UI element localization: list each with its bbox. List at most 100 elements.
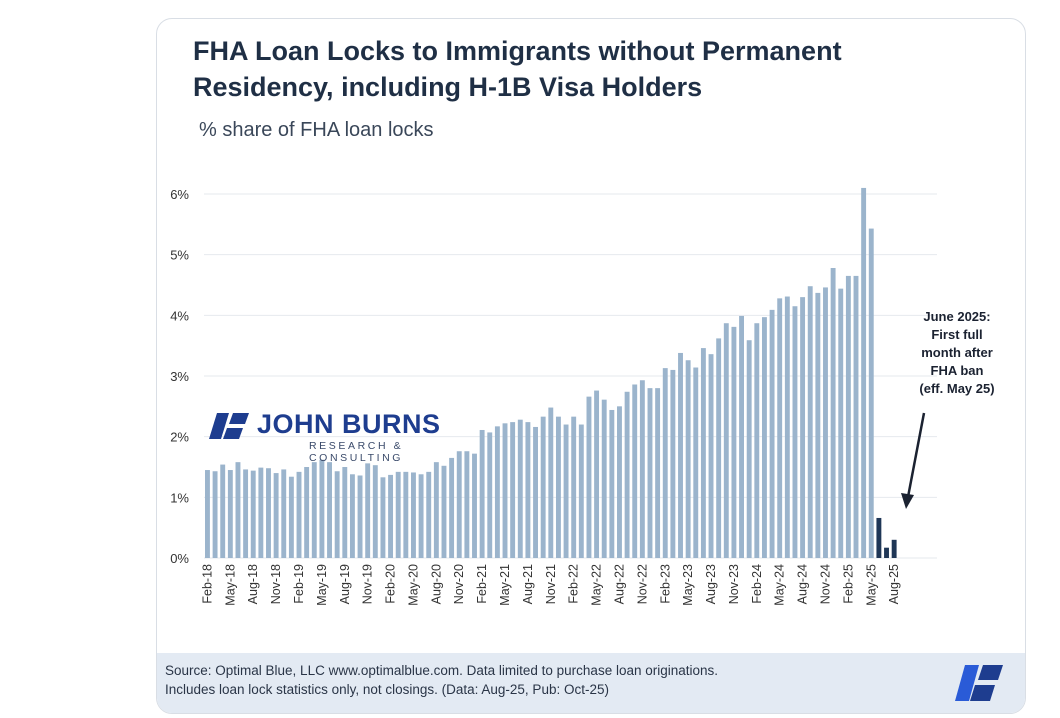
bar [853,275,859,558]
logo-icon [209,413,249,439]
annotation-line: month after [921,345,993,360]
x-tick-label: Nov-22 [635,564,649,604]
x-tick-label: Feb-18 [201,564,215,604]
y-tick-label: 5% [170,248,189,263]
x-tick-label: Nov-19 [361,564,375,604]
bar [838,288,844,558]
x-tick-label: Nov-23 [727,564,741,604]
bar [792,306,798,558]
bar [296,471,302,558]
annotation-line: June 2025: [923,309,990,324]
bar [830,268,836,558]
footer-source: Source: Optimal Blue, LLC www.optimalblu… [165,661,865,699]
x-tick-label: May-21 [498,564,512,606]
x-tick-label: Nov-18 [269,564,283,604]
y-tick-label: 2% [170,430,189,445]
x-tick-label: Nov-24 [819,564,833,604]
x-tick-label: May-22 [590,564,604,606]
bar [464,451,470,558]
bar [311,462,317,558]
x-tick-label: Aug-19 [338,564,352,604]
bar [731,326,737,558]
bar [784,296,790,558]
bar [449,457,455,558]
bar [510,422,516,558]
x-tick-label: Feb-25 [841,564,855,604]
bar [746,340,752,558]
x-tick-label: Aug-22 [613,564,627,604]
bar [601,399,607,558]
bar [624,391,630,558]
y-tick-label: 3% [170,369,189,384]
bar [288,476,294,558]
x-tick-label: Nov-20 [452,564,466,604]
bar [670,369,676,558]
bar [693,367,699,558]
y-tick-label: 4% [170,308,189,323]
x-tick-label: Aug-18 [246,564,260,604]
bar [380,477,386,558]
x-tick-label: May-18 [223,564,237,606]
bar [327,462,332,558]
bar [426,471,432,558]
y-tick-label: 0% [170,551,189,566]
bar-chart: 0%1%2%3%4%5%6% Feb-18 May-18 Aug-18 Nov-18 F… [170,187,994,606]
bar [861,187,867,558]
bar [647,388,653,558]
bar [685,360,691,558]
bar [777,298,783,558]
bar [411,472,416,558]
bar [441,465,447,558]
bar [548,407,554,558]
bar [868,228,874,558]
footer-line-1: Source: Optimal Blue, LLC www.optimalblu… [165,663,719,678]
bar [243,469,249,558]
bar [884,547,889,558]
x-tick-label: Aug-24 [796,564,810,604]
logo-mark-icon [955,665,1003,701]
bar [304,467,310,558]
bars [205,187,897,558]
bar [586,396,592,558]
bar [617,406,622,558]
bar [800,297,806,558]
x-tick-label: Aug-23 [704,564,718,604]
y-axis-ticks: 0% 1% 2% 3% 4% 5% 6% [170,187,189,566]
bar [578,424,584,558]
bar [472,453,477,558]
bar [807,286,813,558]
bar [563,424,569,558]
bar [662,368,668,558]
bar [494,426,500,558]
x-tick-label: Nov-21 [544,564,558,604]
bar [761,317,767,558]
bar [266,468,271,558]
bar [319,459,325,558]
bar [678,352,683,558]
x-tick-label: Feb-20 [384,564,398,604]
x-tick-label: May-25 [864,564,878,606]
bar [815,292,821,558]
bar [754,323,760,558]
bar [273,473,279,558]
x-axis-ticks: Feb-18 May-18 Aug-18 Nov-18 Feb-19 May-19 Aug-… [201,564,902,606]
bar [655,388,661,558]
bar [372,465,378,558]
logo-tagline: RESEARCH & CONSULTING [309,440,404,464]
annotation-arrow-head [901,493,914,509]
x-tick-label: May-23 [681,564,695,606]
annotation-arrow-line [906,412,926,498]
x-tick-label: Aug-21 [521,564,535,604]
annotation-line: FHA ban [931,363,984,378]
bar [594,390,600,558]
bar [891,539,897,558]
bar [502,423,508,558]
bar [723,323,729,558]
bar [540,416,546,558]
bar [716,338,722,558]
bar [281,469,287,558]
bar [555,416,561,558]
bar [349,474,355,558]
bar [433,462,439,558]
footer-line-2: Includes loan lock statistics only, not … [165,682,609,697]
